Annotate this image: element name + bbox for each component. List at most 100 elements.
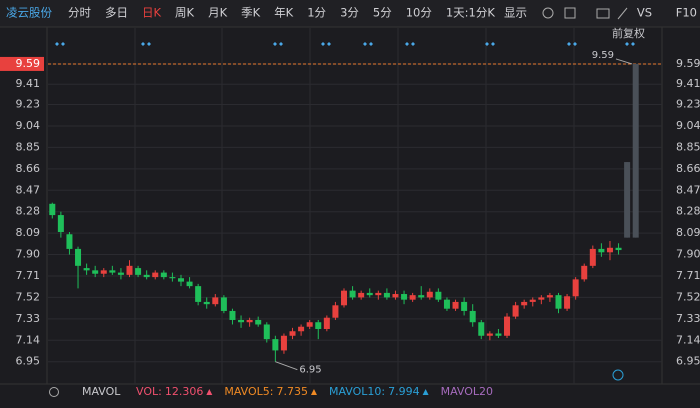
candle-body (375, 292, 382, 296)
locate-icon[interactable] (612, 369, 624, 381)
candle-body (57, 215, 64, 232)
indicator-item-value: 7.735 (276, 385, 308, 398)
period-tab[interactable]: 1分 (307, 6, 326, 20)
camera-icon[interactable] (596, 8, 610, 19)
candle-body (109, 270, 116, 273)
stock-name[interactable]: 凌云股份 (6, 6, 52, 20)
candle-body (495, 333, 502, 336)
candle-body (435, 291, 442, 300)
settings-icon[interactable] (542, 7, 554, 19)
period-tab[interactable]: 分时 (68, 6, 91, 20)
y-tick-label: 7.52 (16, 290, 41, 303)
candle-body (443, 299, 450, 309)
candle-body (220, 297, 227, 311)
event-marker[interactable] (491, 42, 495, 46)
low-pointer (275, 361, 298, 371)
indicator-name[interactable]: MAVOL (82, 385, 121, 398)
candle-body (323, 317, 330, 329)
period-tab[interactable]: 10分 (406, 6, 433, 20)
candle-body (92, 270, 99, 274)
candle-body (255, 319, 262, 325)
checkbox-icon[interactable] (564, 7, 576, 19)
candle-body (212, 297, 219, 305)
candle-body (340, 290, 348, 306)
candle-body (246, 319, 253, 323)
candle-body (49, 203, 56, 216)
event-marker[interactable] (141, 42, 145, 46)
period-tab[interactable]: 3分 (340, 6, 359, 20)
indicator-item-name: MAVOL10: (329, 385, 385, 398)
candle-body (306, 322, 313, 327)
candle-body (615, 247, 622, 251)
period-tab[interactable]: 5分 (373, 6, 392, 20)
candle-body (272, 339, 279, 351)
candle-body (529, 299, 536, 302)
candle-body (409, 295, 416, 300)
event-marker[interactable] (573, 42, 577, 46)
period-tab[interactable]: 1天:1分K (446, 6, 496, 20)
y-tick-label-right: 8.28 (676, 205, 700, 218)
event-marker[interactable] (61, 42, 65, 46)
candle-body (100, 270, 107, 274)
candle-body (143, 274, 150, 278)
candle-body (135, 268, 142, 275)
event-marker[interactable] (369, 42, 373, 46)
candle-body (469, 310, 476, 323)
period-tab[interactable]: 月K (208, 6, 227, 20)
event-marker[interactable] (405, 42, 409, 46)
event-marker[interactable] (327, 42, 331, 46)
candle-body (117, 272, 124, 275)
period-tab[interactable]: 多日 (105, 6, 128, 20)
event-marker[interactable] (55, 42, 59, 46)
y-tick-label-right: 9.23 (676, 98, 700, 111)
adjust-label[interactable]: 前复权 (612, 26, 645, 40)
period-tab[interactable]: 日K (142, 6, 161, 20)
indicator-settings-icon[interactable] (49, 387, 59, 397)
y-tick-label-right: 7.52 (676, 290, 700, 303)
toolbar-icons (49, 7, 628, 397)
event-marker[interactable] (485, 42, 489, 46)
candle-body (504, 316, 511, 336)
y-tick-label: 7.90 (16, 248, 41, 261)
y-tick-label: 8.47 (16, 183, 41, 196)
y-tick-label-right: 8.85 (676, 140, 700, 153)
candle-body (486, 333, 493, 336)
candle-body (478, 322, 485, 336)
period-tab[interactable]: 年K (274, 6, 293, 20)
f10-button[interactable]: F10 (676, 6, 697, 20)
candle-body (512, 305, 519, 317)
event-marker[interactable] (363, 42, 367, 46)
event-marker[interactable] (567, 42, 571, 46)
indicator-item-name: MAVOL20 (441, 385, 493, 398)
candle-body (126, 265, 133, 275)
candle-body (572, 279, 579, 297)
vs-button[interactable]: VS (637, 6, 652, 20)
period-tab[interactable]: 季K (241, 6, 260, 20)
y-tick-label-right: 7.90 (676, 248, 700, 261)
event-marker[interactable] (273, 42, 277, 46)
event-marker[interactable] (411, 42, 415, 46)
candle-body (598, 248, 605, 253)
y-tick-label-right: 9.41 (676, 77, 700, 90)
candle-body (461, 301, 468, 311)
y-tick-label-right: 7.71 (676, 269, 700, 282)
y-tick-label: 8.28 (16, 205, 41, 218)
y-tick-label-right: 8.09 (676, 226, 700, 239)
period-tab[interactable]: 周K (175, 6, 194, 20)
y-tick-label: 9.04 (16, 119, 41, 132)
candle-body (401, 294, 408, 300)
last-price-label: 9.59 (16, 57, 41, 70)
y-tick-label: 6.95 (16, 355, 41, 368)
event-marker[interactable] (625, 42, 629, 46)
event-marker[interactable] (631, 42, 635, 46)
candle-body (546, 295, 553, 298)
event-marker[interactable] (279, 42, 283, 46)
toolbar (0, 0, 700, 27)
candle-body (203, 301, 210, 305)
pen-icon[interactable] (617, 7, 628, 20)
event-marker[interactable] (321, 42, 325, 46)
event-marker[interactable] (147, 42, 151, 46)
display-button[interactable]: 显示 (504, 6, 527, 20)
